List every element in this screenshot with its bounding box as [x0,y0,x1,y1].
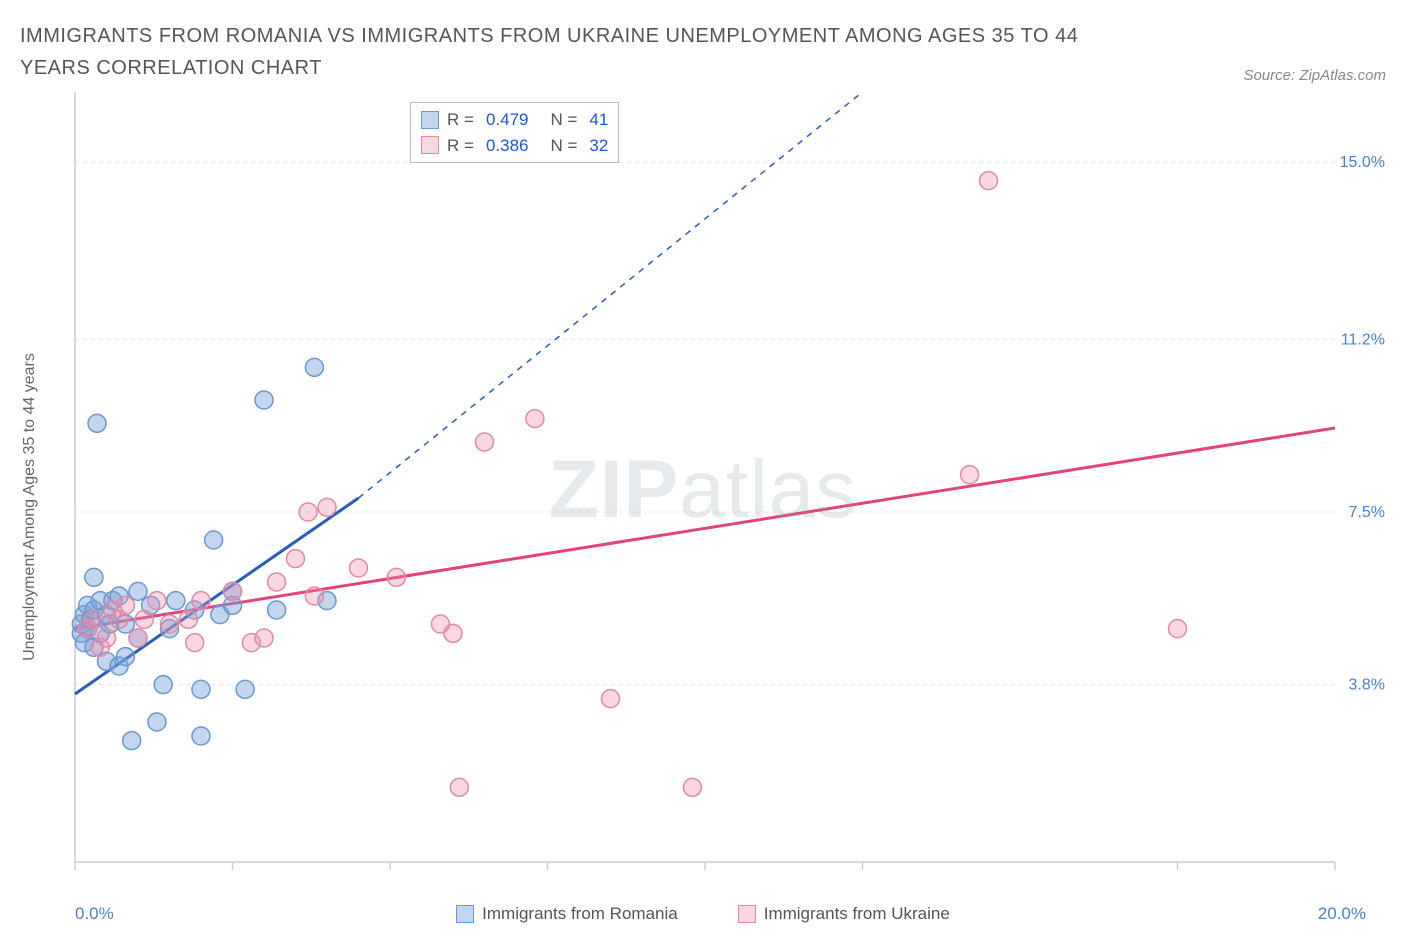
y-axis-label: Unemployment Among Ages 35 to 44 years [21,353,39,661]
y-tick-label: 3.8% [1349,677,1385,694]
source-label: Source: ZipAtlas.com [1243,67,1386,84]
scatter-plot: 3.8% 7.5% 11.2% 15.0% [20,92,1386,902]
stats-legend: R =0.479N =41R =0.386N =32 [410,102,619,163]
legend-item: Immigrants from Romania [456,904,678,924]
legend-item: Immigrants from Ukraine [738,904,950,924]
series-legend: Immigrants from Romania Immigrants from U… [20,904,1386,924]
y-tick-label: 15.0% [1340,154,1385,171]
chart-title: IMMIGRANTS FROM ROMANIA VS IMMIGRANTS FR… [20,20,1120,84]
y-tick-label: 11.2% [1341,331,1385,348]
chart-container: Unemployment Among Ages 35 to 44 years 3… [20,92,1386,922]
y-tick-label: 7.5% [1349,504,1385,521]
